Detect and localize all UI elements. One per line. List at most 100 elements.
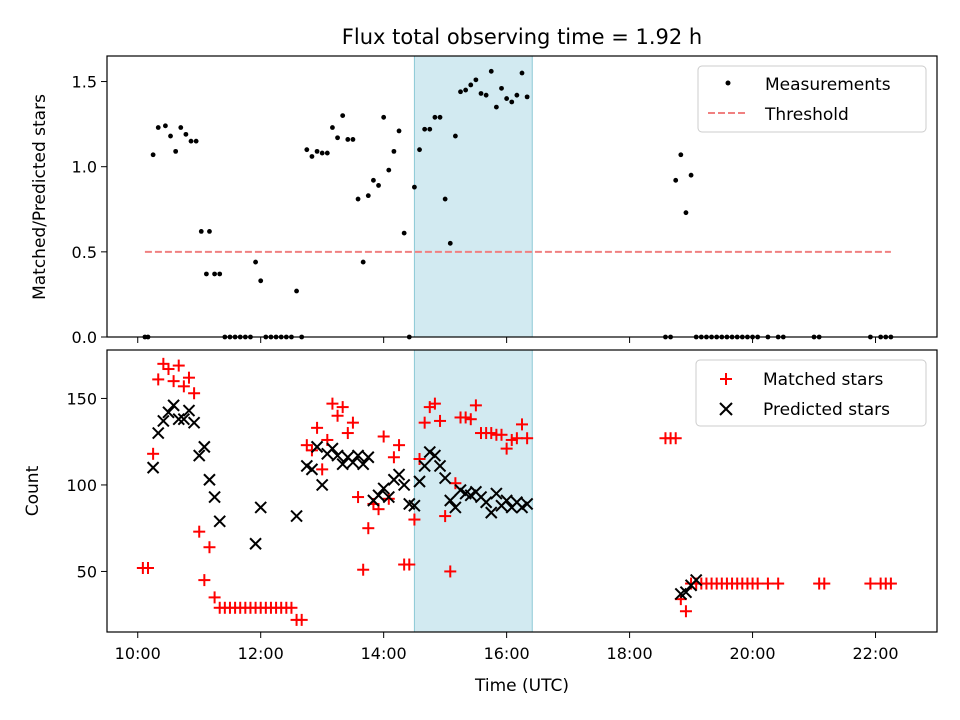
measurement-point <box>178 125 184 130</box>
measurement-point <box>442 196 448 202</box>
x-axis-ticks <box>137 337 877 343</box>
predicted-star-point <box>490 487 503 500</box>
y-tick-label: 0.5 <box>72 243 97 262</box>
legend-label-measurements: Measurements <box>765 75 891 95</box>
predicted-star-point <box>356 457 370 471</box>
predicted-stars-points <box>146 399 703 601</box>
y-tick-label: 150 <box>66 389 97 408</box>
highlight-interval <box>413 55 533 338</box>
predicted-star-point <box>392 468 406 481</box>
matched-star-point <box>408 513 421 526</box>
measurement-point <box>340 113 346 119</box>
legend: Matched stars Predicted stars <box>695 359 927 427</box>
matched-star-point <box>864 577 877 590</box>
measurement-point <box>422 126 428 132</box>
matched-stars-points <box>136 357 897 626</box>
predicted-star-point <box>433 459 447 473</box>
matched-star-point <box>152 373 165 386</box>
measurement-point <box>212 271 217 277</box>
measurement-point <box>391 148 397 154</box>
matched-star-point <box>382 492 395 505</box>
x-tick-label: 20:00 <box>730 644 776 663</box>
matched-star-point <box>177 380 190 393</box>
predicted-star-point <box>449 501 462 514</box>
bottom-panel: 50 100 150 10:00 12:00 14:00 16:00 18:00 20:00 2… <box>23 349 938 696</box>
matched-star-point <box>495 428 508 441</box>
predicted-star-point <box>351 449 365 462</box>
predicted-star-point <box>172 412 185 426</box>
predicted-star-point <box>413 475 426 488</box>
measurement-point <box>183 131 189 137</box>
predicted-star-point <box>689 573 703 587</box>
y-axis-ticks: 50 100 150 <box>66 389 107 581</box>
measurement-point <box>427 126 433 132</box>
measurement-point <box>458 89 463 95</box>
predicted-star-point <box>187 416 201 429</box>
measurement-point <box>381 114 387 120</box>
chart-title: Flux total observing time = 1.92 h <box>342 25 702 49</box>
measurement-point <box>198 229 204 234</box>
matched-star-point <box>311 421 324 434</box>
matched-star-point <box>751 577 764 590</box>
predicted-star-point <box>213 515 226 528</box>
matched-star-point <box>516 418 528 431</box>
predicted-star-point <box>162 406 175 419</box>
matched-star-point <box>326 397 339 410</box>
measurement-point <box>524 94 530 100</box>
matched-star-point <box>772 577 785 590</box>
matched-star-point <box>141 561 154 574</box>
matched-star-point <box>761 577 774 590</box>
predicted-star-point <box>500 494 513 507</box>
measurement-point <box>168 133 173 139</box>
matched-star-point <box>393 439 406 452</box>
x-axis-ticks: 10:00 12:00 14:00 16:00 18:00 20:00 22:00 <box>115 632 899 663</box>
legend: Measurements Threshold <box>697 65 927 133</box>
y-tick-label: 1.5 <box>72 73 97 92</box>
y-axis-label: Count <box>23 465 43 516</box>
predicted-star-point <box>331 449 344 462</box>
legend-label-threshold: Threshold <box>764 105 849 125</box>
matched-star-point <box>669 432 682 445</box>
predicted-star-point <box>418 459 431 473</box>
measurement-point <box>688 172 694 178</box>
measurement-point <box>386 167 392 173</box>
matched-star-point <box>434 414 447 427</box>
matched-star-point <box>500 442 513 455</box>
measurement-point <box>150 152 156 158</box>
x-tick-label: 22:00 <box>852 644 898 663</box>
predicted-star-point <box>167 399 180 412</box>
matched-star-point <box>884 577 897 590</box>
measurement-point <box>468 82 474 88</box>
matched-star-point <box>387 451 400 464</box>
matched-star-point <box>469 399 482 412</box>
measurement-point <box>493 104 499 110</box>
measurement-point <box>478 91 484 96</box>
predicted-star-point <box>290 509 303 523</box>
measurement-point <box>514 92 520 98</box>
predicted-star-point <box>362 451 375 464</box>
predicted-star-point <box>520 497 534 511</box>
plot-frame <box>106 349 938 633</box>
matched-star-point <box>485 427 498 440</box>
measurement-point <box>678 152 684 158</box>
matched-star-point <box>172 359 185 372</box>
matched-star-point <box>352 491 365 504</box>
measurement-point <box>437 114 443 120</box>
measurement-point <box>203 271 209 277</box>
matched-star-point <box>418 416 431 429</box>
measurement-point <box>483 92 489 98</box>
x-tick-label: 10:00 <box>115 644 161 663</box>
predicted-star-point <box>249 537 262 550</box>
predicted-star-point <box>444 494 457 507</box>
matched-star-point <box>341 427 354 440</box>
matched-star-point <box>521 432 534 445</box>
measurement-point <box>163 123 168 129</box>
measurement-point <box>488 68 494 74</box>
measurement-point <box>217 271 223 277</box>
measurement-point <box>365 193 371 199</box>
matched-star-point <box>162 363 175 376</box>
x-tick-label: 16:00 <box>484 644 530 663</box>
measurement-point <box>432 114 438 120</box>
measurement-point <box>335 135 340 141</box>
measurement-point <box>396 128 402 134</box>
